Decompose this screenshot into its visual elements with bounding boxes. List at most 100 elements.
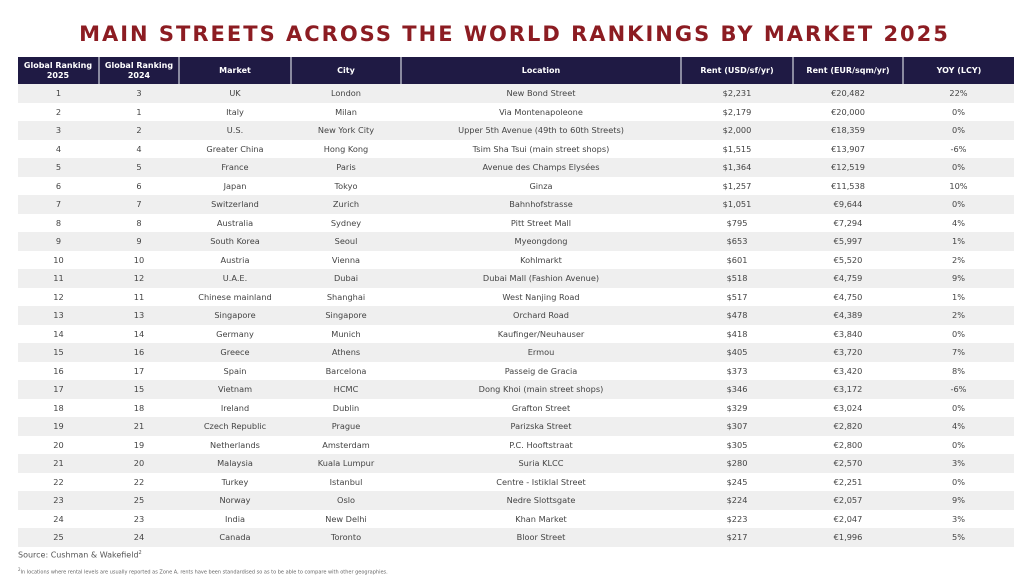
footnote-text: In locations where rental levels are usu…	[20, 569, 388, 576]
cell-market: Malaysia	[179, 454, 291, 473]
cell-rent-usd: $1,257	[681, 176, 793, 195]
cell-yoy: 0%	[903, 158, 1014, 177]
cell-yoy: 4%	[903, 417, 1014, 436]
cell-rent-usd: $517	[681, 287, 793, 306]
cell-rent-eur: €2,570	[793, 454, 903, 473]
cell-rank-2024: 2	[99, 121, 179, 140]
cell-rank-2024: 12	[99, 269, 179, 288]
cell-rank-2024: 17	[99, 361, 179, 380]
cell-market: Netherlands	[179, 435, 291, 454]
cell-market: Switzerland	[179, 195, 291, 214]
cell-rank-2025: 8	[18, 213, 99, 232]
cell-rank-2024: 3	[99, 84, 179, 103]
cell-city: Dublin	[291, 398, 401, 417]
table-header-row: Global Ranking 2025 Global Ranking 2024 Ma…	[18, 57, 1014, 84]
cell-yoy: 1%	[903, 287, 1014, 306]
cell-market: Greece	[179, 343, 291, 362]
cell-rank-2025: 25	[18, 528, 99, 547]
cell-location: Dong Khoi (main street shops)	[401, 380, 681, 399]
cell-yoy: -6%	[903, 139, 1014, 158]
cell-rank-2024: 24	[99, 528, 179, 547]
cell-rent-usd: $1,515	[681, 139, 793, 158]
cell-rank-2025: 6	[18, 176, 99, 195]
cell-yoy: 0%	[903, 435, 1014, 454]
table-row: 15 16 Greece Athens Ermou $405 €3,720 7%	[18, 343, 1014, 362]
cell-city: Vienna	[291, 250, 401, 269]
column-header-yoy: YOY (LCY)	[902, 57, 1014, 84]
cell-city: Athens	[291, 343, 401, 362]
cell-location: Ginza	[401, 176, 681, 195]
cell-rent-eur: €4,759	[793, 269, 903, 288]
cell-rank-2025: 7	[18, 195, 99, 214]
cell-rent-usd: $2,179	[681, 102, 793, 121]
cell-city: Munich	[291, 324, 401, 343]
cell-location: Orchard Road	[401, 306, 681, 325]
cell-market: Italy	[179, 102, 291, 121]
cell-city: Seoul	[291, 232, 401, 251]
cell-location: Kohlmarkt	[401, 250, 681, 269]
cell-market: Austria	[179, 250, 291, 269]
cell-market: U.A.E.	[179, 269, 291, 288]
cell-rent-eur: €9,644	[793, 195, 903, 214]
cell-rent-eur: €2,057	[793, 491, 903, 510]
cell-yoy: 10%	[903, 176, 1014, 195]
cell-yoy: 0%	[903, 472, 1014, 491]
cell-rent-usd: $518	[681, 269, 793, 288]
cell-yoy: 3%	[903, 509, 1014, 528]
cell-rank-2024: 25	[99, 491, 179, 510]
cell-city: Singapore	[291, 306, 401, 325]
cell-rent-usd: $373	[681, 361, 793, 380]
cell-rank-2025: 12	[18, 287, 99, 306]
cell-rank-2024: 7	[99, 195, 179, 214]
cell-location: P.C. Hooftstraat	[401, 435, 681, 454]
cell-market: Australia	[179, 213, 291, 232]
cell-rent-eur: €4,750	[793, 287, 903, 306]
cell-rank-2025: 2	[18, 102, 99, 121]
cell-market: Turkey	[179, 472, 291, 491]
cell-rank-2025: 9	[18, 232, 99, 251]
cell-rent-usd: $280	[681, 454, 793, 473]
cell-city: Hong Kong	[291, 139, 401, 158]
column-header-rank-2025: Global Ranking 2025	[18, 57, 99, 84]
cell-rank-2025: 5	[18, 158, 99, 177]
cell-city: Zurich	[291, 195, 401, 214]
cell-rent-eur: €3,420	[793, 361, 903, 380]
cell-rent-usd: $224	[681, 491, 793, 510]
cell-rank-2024: 13	[99, 306, 179, 325]
cell-location: West Nanjing Road	[401, 287, 681, 306]
cell-rank-2024: 6	[99, 176, 179, 195]
cell-rent-usd: $601	[681, 250, 793, 269]
cell-market: Ireland	[179, 398, 291, 417]
cell-location: Centre - Istiklal Street	[401, 472, 681, 491]
cell-rank-2024: 22	[99, 472, 179, 491]
cell-rank-2024: 14	[99, 324, 179, 343]
table-row: 13 13 Singapore Singapore Orchard Road $478 €4…	[18, 306, 1014, 325]
cell-rank-2025: 11	[18, 269, 99, 288]
cell-rank-2024: 8	[99, 213, 179, 232]
cell-city: Sydney	[291, 213, 401, 232]
cell-location: Myeongdong	[401, 232, 681, 251]
cell-city: Toronto	[291, 528, 401, 547]
cell-market: South Korea	[179, 232, 291, 251]
cell-rent-eur: €7,294	[793, 213, 903, 232]
cell-rent-usd: $305	[681, 435, 793, 454]
cell-city: New York City	[291, 121, 401, 140]
cell-market: Spain	[179, 361, 291, 380]
table-row: 7 7 Switzerland Zurich Bahnhofstrasse $1,051 €…	[18, 195, 1014, 214]
cell-market: Germany	[179, 324, 291, 343]
cell-city: Kuala Lumpur	[291, 454, 401, 473]
cell-market: Singapore	[179, 306, 291, 325]
cell-market: Vietnam	[179, 380, 291, 399]
cell-rent-eur: €3,172	[793, 380, 903, 399]
table-row: 4 4 Greater China Hong Kong Tsim Sha Tsui (m…	[18, 139, 1014, 158]
cell-location: Dubai Mall (Fashion Avenue)	[401, 269, 681, 288]
cell-yoy: 5%	[903, 528, 1014, 547]
cell-rent-eur: €3,840	[793, 324, 903, 343]
cell-city: New Delhi	[291, 509, 401, 528]
source-superscript: 2	[138, 550, 142, 556]
table-row: 5 5 France Paris Avenue des Champs Elysées $1…	[18, 158, 1014, 177]
cell-location: Via Montenapoleone	[401, 102, 681, 121]
cell-city: Tokyo	[291, 176, 401, 195]
cell-market: Chinese mainland	[179, 287, 291, 306]
cell-yoy: 9%	[903, 269, 1014, 288]
